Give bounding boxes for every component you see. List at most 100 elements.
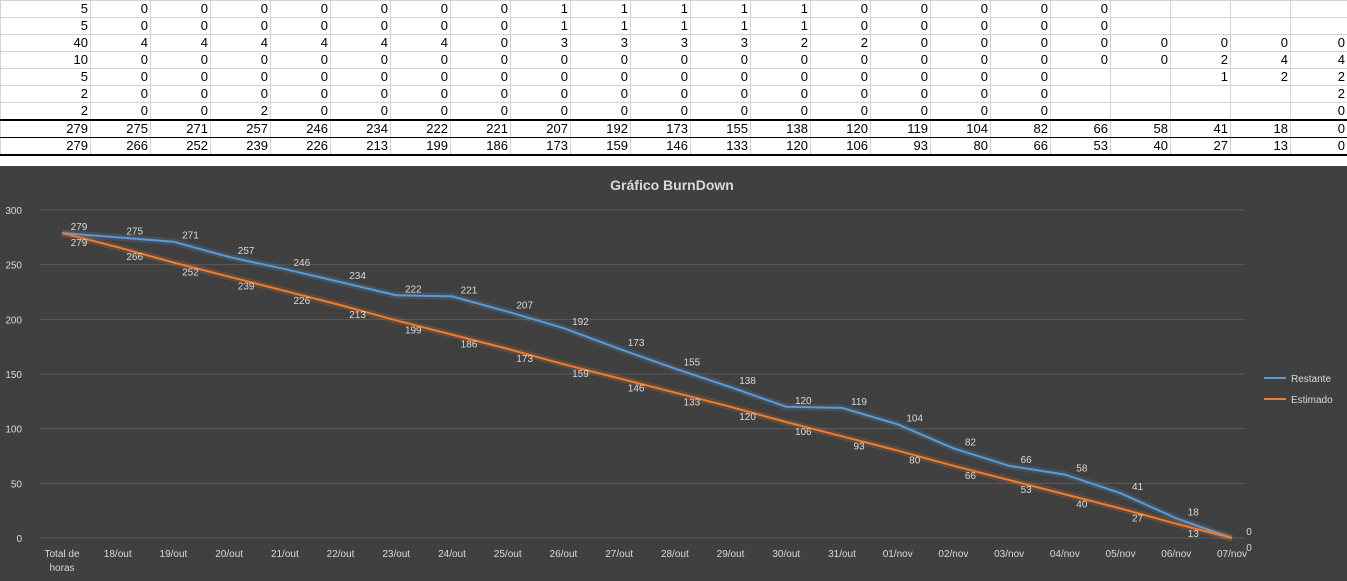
- table-cell[interactable]: 173: [630, 119, 691, 138]
- table-cell[interactable]: 1: [630, 17, 691, 35]
- table-cell[interactable]: 266: [90, 137, 151, 156]
- table-cell[interactable]: 0: [450, 0, 511, 18]
- table-cell[interactable]: [1170, 85, 1231, 103]
- table-cell[interactable]: 275: [90, 119, 151, 138]
- table-cell[interactable]: 5: [0, 0, 91, 18]
- table-cell[interactable]: 1: [570, 17, 631, 35]
- table-cell[interactable]: 18: [1230, 119, 1291, 138]
- table-cell[interactable]: 4: [1230, 51, 1291, 69]
- table-cell[interactable]: 53: [1050, 137, 1111, 156]
- table-cell[interactable]: 40: [1110, 137, 1171, 156]
- table-cell[interactable]: 0: [630, 68, 691, 86]
- table-cell[interactable]: 239: [210, 137, 271, 156]
- table-cell[interactable]: 0: [1170, 34, 1231, 52]
- table-cell[interactable]: 279: [0, 137, 91, 156]
- table-cell[interactable]: 2: [1230, 68, 1291, 86]
- table-cell[interactable]: 0: [810, 0, 871, 18]
- table-cell[interactable]: 0: [1050, 34, 1111, 52]
- table-cell[interactable]: 1: [510, 17, 571, 35]
- table-cell[interactable]: 0: [750, 85, 811, 103]
- table-cell[interactable]: [1170, 17, 1231, 35]
- table-cell[interactable]: [1110, 0, 1171, 18]
- table-cell[interactable]: 0: [990, 34, 1051, 52]
- table-cell[interactable]: [1110, 102, 1171, 121]
- table-cell[interactable]: 0: [150, 0, 211, 18]
- table-cell[interactable]: 0: [1230, 34, 1291, 52]
- table-cell[interactable]: 4: [390, 34, 451, 52]
- table-cell[interactable]: 5: [0, 68, 91, 86]
- table-cell[interactable]: 222: [390, 119, 451, 138]
- table-cell[interactable]: 2: [810, 34, 871, 52]
- table-cell[interactable]: 0: [270, 17, 331, 35]
- table-cell[interactable]: 120: [750, 137, 811, 156]
- table-cell[interactable]: 0: [990, 85, 1051, 103]
- series-line-estimado[interactable]: [61, 231, 1233, 539]
- table-cell[interactable]: 0: [1290, 137, 1347, 156]
- table-cell[interactable]: [1050, 68, 1111, 86]
- table-cell[interactable]: 221: [450, 119, 511, 138]
- table-cell[interactable]: 173: [510, 137, 571, 156]
- table-cell[interactable]: 0: [150, 17, 211, 35]
- table-cell[interactable]: 5: [0, 17, 91, 35]
- table-cell[interactable]: 0: [330, 51, 391, 69]
- table-cell[interactable]: 0: [450, 17, 511, 35]
- table-cell[interactable]: 0: [390, 0, 451, 18]
- table-cell[interactable]: 246: [270, 119, 331, 138]
- table-cell[interactable]: 0: [930, 0, 991, 18]
- table-cell[interactable]: 0: [570, 85, 631, 103]
- table-cell[interactable]: 1: [1170, 68, 1231, 86]
- table-cell[interactable]: 0: [750, 51, 811, 69]
- table-cell[interactable]: 0: [450, 34, 511, 52]
- series-line-restante[interactable]: [61, 231, 1233, 539]
- table-cell[interactable]: 120: [810, 119, 871, 138]
- table-cell[interactable]: 234: [330, 119, 391, 138]
- table-cell[interactable]: 0: [90, 17, 151, 35]
- table-cell[interactable]: 0: [330, 68, 391, 86]
- table-cell[interactable]: 1: [570, 0, 631, 18]
- table-cell[interactable]: 1: [630, 0, 691, 18]
- table-cell[interactable]: 0: [690, 68, 751, 86]
- table-cell[interactable]: 0: [330, 85, 391, 103]
- table-cell[interactable]: 279: [0, 119, 91, 138]
- table-cell[interactable]: 0: [1050, 51, 1111, 69]
- table-cell[interactable]: 0: [930, 17, 991, 35]
- table-cell[interactable]: 0: [90, 68, 151, 86]
- table-cell[interactable]: 3: [690, 34, 751, 52]
- table-cell[interactable]: 0: [810, 51, 871, 69]
- table-cell[interactable]: 0: [870, 34, 931, 52]
- table-cell[interactable]: 0: [1110, 34, 1171, 52]
- table-cell[interactable]: 0: [990, 68, 1051, 86]
- table-cell[interactable]: 0: [630, 51, 691, 69]
- table-cell[interactable]: 0: [390, 17, 451, 35]
- table-cell[interactable]: 0: [870, 17, 931, 35]
- table-cell[interactable]: [1230, 0, 1291, 18]
- table-cell[interactable]: 0: [330, 102, 391, 121]
- table-cell[interactable]: 4: [150, 34, 211, 52]
- table-cell[interactable]: 0: [90, 51, 151, 69]
- table-cell[interactable]: 0: [930, 102, 991, 121]
- table-cell[interactable]: 186: [450, 137, 511, 156]
- table-cell[interactable]: 0: [150, 85, 211, 103]
- table-cell[interactable]: 0: [330, 17, 391, 35]
- table-cell[interactable]: 106: [810, 137, 871, 156]
- table-cell[interactable]: 199: [390, 137, 451, 156]
- table-cell[interactable]: 1: [690, 0, 751, 18]
- table-cell[interactable]: 58: [1110, 119, 1171, 138]
- table-cell[interactable]: 0: [390, 85, 451, 103]
- table-cell[interactable]: 0: [510, 68, 571, 86]
- table-cell[interactable]: [1230, 102, 1291, 121]
- table-cell[interactable]: 0: [1290, 119, 1347, 138]
- table-cell[interactable]: 0: [990, 17, 1051, 35]
- table-cell[interactable]: 2: [0, 102, 91, 121]
- table-cell[interactable]: 257: [210, 119, 271, 138]
- table-cell[interactable]: 0: [930, 51, 991, 69]
- table-cell[interactable]: 104: [930, 119, 991, 138]
- table-cell[interactable]: 10: [0, 51, 91, 69]
- table-cell[interactable]: 4: [1290, 51, 1347, 69]
- table-cell[interactable]: 0: [990, 0, 1051, 18]
- table-cell[interactable]: 4: [270, 34, 331, 52]
- table-cell[interactable]: 2: [0, 85, 91, 103]
- table-cell[interactable]: [1290, 0, 1347, 18]
- table-cell[interactable]: 0: [90, 102, 151, 121]
- table-cell[interactable]: 0: [990, 51, 1051, 69]
